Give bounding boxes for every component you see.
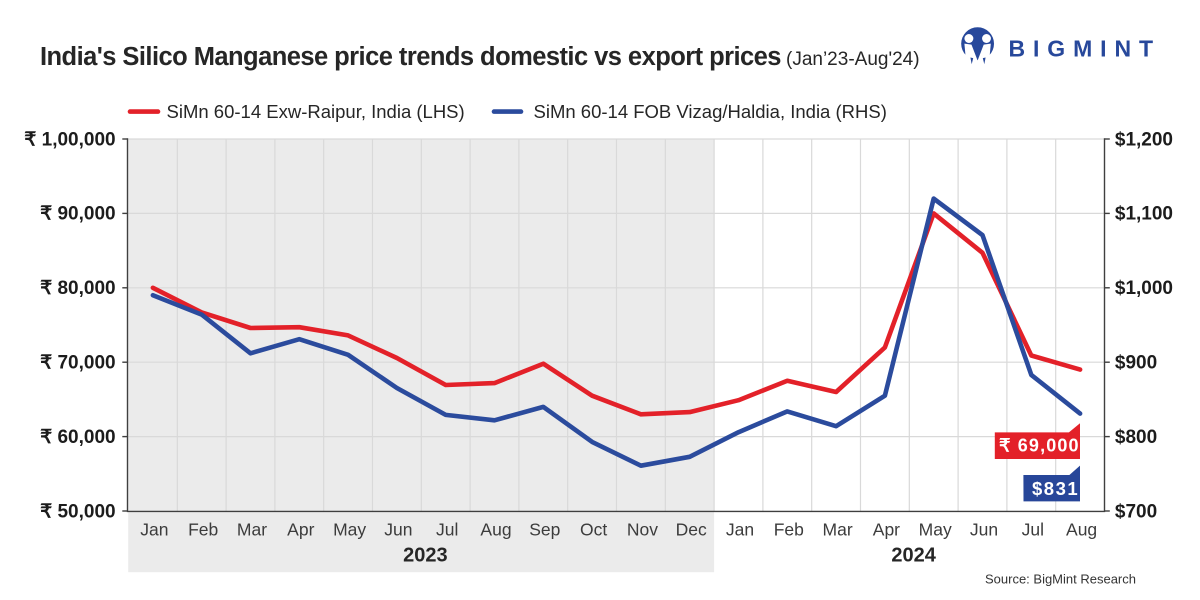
svg-text:India's Silico Manganese price: India's Silico Manganese price trends do… [40,43,781,71]
svg-text:₹ 69,000: ₹ 69,000 [999,435,1080,455]
svg-text:Feb: Feb [774,520,804,540]
svg-text:$700: $700 [1115,501,1157,522]
svg-text:Apr: Apr [873,520,900,540]
svg-text:$1,200: $1,200 [1115,129,1173,150]
svg-text:₹ 70,000: ₹ 70,000 [40,353,115,374]
svg-text:Aug: Aug [1066,520,1097,540]
svg-text:Mar: Mar [823,520,853,540]
svg-text:Jun: Jun [970,520,998,540]
svg-text:$831: $831 [1032,478,1079,499]
svg-text:₹ 60,000: ₹ 60,000 [40,427,115,448]
svg-text:Source: BigMint Research: Source: BigMint Research [985,572,1136,587]
svg-text:SiMn 60-14 Exw-Raipur, India (: SiMn 60-14 Exw-Raipur, India (LHS) [167,101,465,122]
svg-text:BIGMINT: BIGMINT [1009,36,1161,62]
svg-text:$1,000: $1,000 [1115,278,1173,299]
svg-text:$1,100: $1,100 [1115,204,1173,225]
svg-text:May: May [919,520,952,540]
svg-text:Sep: Sep [529,520,560,540]
svg-text:Apr: Apr [287,520,314,540]
svg-text:Jul: Jul [436,520,458,540]
svg-text:₹ 50,000: ₹ 50,000 [40,501,115,522]
svg-text:$800: $800 [1115,427,1157,448]
svg-text:₹ 90,000: ₹ 90,000 [40,204,115,225]
svg-text:2024: 2024 [891,545,936,567]
svg-text:2023: 2023 [403,545,448,567]
svg-text:Feb: Feb [188,520,218,540]
svg-text:May: May [333,520,366,540]
svg-text:Nov: Nov [627,520,658,540]
svg-text:Jul: Jul [1022,520,1044,540]
svg-text:$900: $900 [1115,353,1157,374]
svg-text:SiMn 60-14 FOB Vizag/Haldia, I: SiMn 60-14 FOB Vizag/Haldia, India (RHS) [534,101,887,122]
svg-text:Mar: Mar [237,520,267,540]
svg-text:Jan: Jan [726,520,754,540]
svg-text:Dec: Dec [676,520,707,540]
svg-text:Aug: Aug [480,520,511,540]
svg-text:Oct: Oct [580,520,607,540]
svg-text:Jun: Jun [384,520,412,540]
svg-text:(Jan’23-Aug'24): (Jan’23-Aug'24) [786,49,920,70]
svg-text:₹ 1,00,000: ₹ 1,00,000 [24,129,115,150]
svg-text:₹ 80,000: ₹ 80,000 [40,278,115,299]
svg-text:Jan: Jan [140,520,168,540]
